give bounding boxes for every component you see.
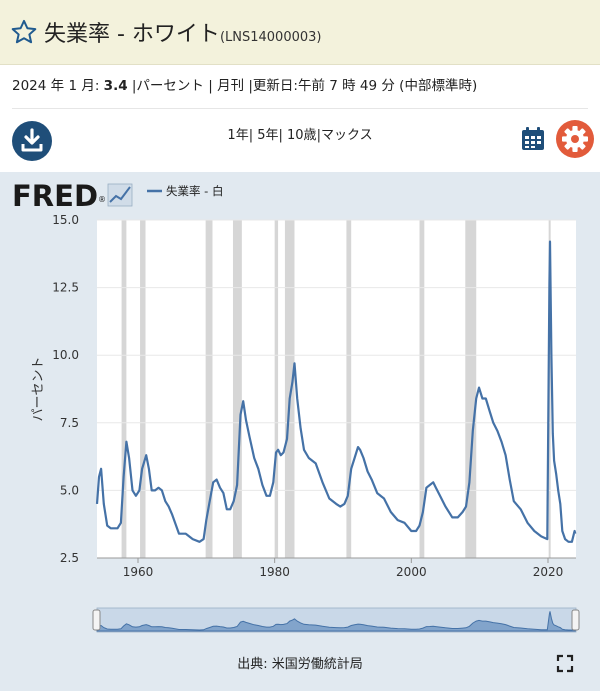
observation-info: 2024 年 1 月: 3.4 |パーセント | 月刊 |更新日:午前 7 時 … xyxy=(12,74,477,94)
range-max[interactable]: マックス xyxy=(320,128,373,143)
fred-logo[interactable]: FRED ® xyxy=(12,179,133,213)
series-line-white-unemployment xyxy=(95,240,577,543)
recession-band xyxy=(140,220,146,558)
range-5y[interactable]: 5年 xyxy=(257,128,279,143)
y-tick-label: 5.0 xyxy=(60,483,79,497)
x-tick-label: 1980 xyxy=(259,565,290,579)
fred-logo-mark: ® xyxy=(98,195,106,204)
fred-logo-text: FRED xyxy=(12,179,98,213)
observation-value: 3.4 xyxy=(103,78,128,94)
y-tick-label: 7.5 xyxy=(60,416,79,430)
x-tick-label: 2020 xyxy=(533,565,564,579)
navigator-handle-left[interactable] xyxy=(92,609,101,631)
download-button[interactable] xyxy=(12,121,52,161)
plot-background xyxy=(97,220,576,558)
date-range-selector: 1年| 5年| 10歳|マックス xyxy=(227,128,373,143)
range-1y[interactable]: 1年 xyxy=(227,128,249,143)
recession-band xyxy=(548,220,551,558)
download-icon xyxy=(21,128,43,152)
recession-band xyxy=(346,220,352,558)
recession-band xyxy=(274,220,279,558)
y-axis-label: パーセント xyxy=(31,356,46,421)
series-title: 失業率 - ホワイト xyxy=(44,22,220,47)
recession-band xyxy=(284,220,295,558)
y-tick-label: 10.0 xyxy=(52,348,79,362)
navigator-handle-right[interactable] xyxy=(571,609,580,631)
legend-label: 失業率 - 白 xyxy=(166,184,223,198)
y-tick-label: 15.0 xyxy=(52,213,79,227)
chart-toolbar: 1年| 5年| 10歳|マックス xyxy=(0,110,600,170)
y-tick-label: 12.5 xyxy=(52,281,79,295)
recession-band xyxy=(232,220,242,558)
fred-chart-logo-icon xyxy=(107,183,133,207)
range-10y[interactable]: 10歳 xyxy=(287,128,317,143)
gear-icon xyxy=(562,126,588,152)
page-title: 失業率 - ホワイト(LNS14000003) xyxy=(44,16,321,48)
divider xyxy=(12,108,588,109)
fullscreen-icon[interactable] xyxy=(556,654,574,673)
y-tick-label: 2.5 xyxy=(60,551,79,565)
title-bar: 失業率 - ホワイト(LNS14000003) xyxy=(0,0,600,65)
recession-band xyxy=(465,220,477,558)
plot: 2.5 5.0 7.5 10.0 12.5 15.0 1960 1980 2000 2020 xyxy=(52,213,577,579)
star-icon[interactable] xyxy=(10,18,38,46)
series-code: (LNS14000003) xyxy=(219,30,322,45)
chart-svg: FRED ® 失業率 - 白 パーセント 2.5 5.0 7.5 10.0 12.5 15… xyxy=(12,179,580,673)
observation-details: |パーセント | 月刊 |更新日:午前 7 時 49 分 (中部標準時) xyxy=(127,78,478,94)
observation-date: 2024 年 1 月: xyxy=(12,78,104,94)
settings-button[interactable] xyxy=(556,120,594,158)
legend: 失業率 - 白 xyxy=(147,184,223,198)
range-navigator[interactable] xyxy=(92,607,580,633)
navigator-series-area xyxy=(96,611,576,632)
calendar-icon[interactable] xyxy=(520,126,546,152)
x-tick-label: 2000 xyxy=(396,565,427,579)
recession-band xyxy=(419,220,425,558)
x-tick-label: 1960 xyxy=(123,565,154,579)
recession-band xyxy=(205,220,213,558)
recession-band xyxy=(121,220,127,558)
chart-panel: FRED ® 失業率 - 白 パーセント 2.5 5.0 7.5 10.0 12.5 15… xyxy=(0,172,600,691)
source-footer: 出典: 米国労働統計局 xyxy=(237,656,363,672)
